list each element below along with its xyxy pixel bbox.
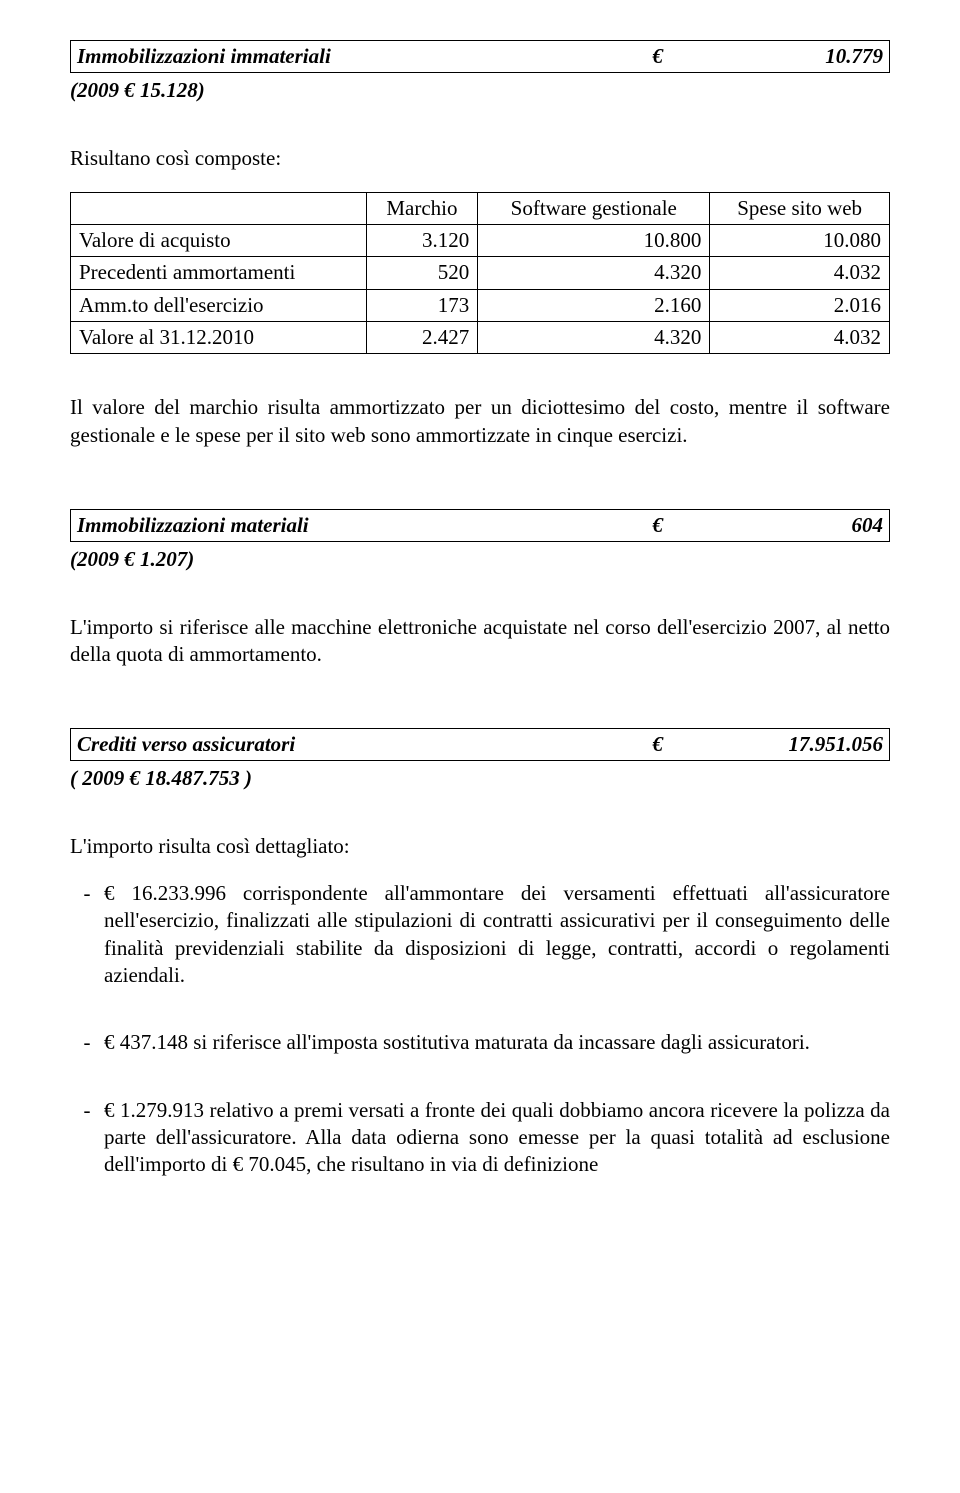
list-item-text: € 437.148 si riferisce all'imposta sosti… <box>104 1029 890 1056</box>
list-item-text: € 1.279.913 relativo a premi versati a f… <box>104 1097 890 1179</box>
row-label: Valore al 31.12.2010 <box>71 322 367 354</box>
section-heading-materiali: Immobilizzazioni materiali € 604 <box>70 509 890 542</box>
section-heading-crediti: Crediti verso assicuratori € 17.951.056 <box>70 728 890 761</box>
cell: 2.016 <box>710 289 890 321</box>
th-blank <box>71 192 367 224</box>
heading-title: Crediti verso assicuratori <box>77 731 483 758</box>
heading-amount: 604 <box>663 512 883 539</box>
th-spese: Spese sito web <box>710 192 890 224</box>
previous-year-immateriali: (2009 € 15.128) <box>70 77 890 104</box>
heading-title: Immobilizzazioni immateriali <box>77 43 483 70</box>
document-page: Immobilizzazioni immateriali € 10.779 (2… <box>0 0 960 1258</box>
row-label: Valore di acquisto <box>71 225 367 257</box>
cell: 173 <box>366 289 478 321</box>
heading-title: Immobilizzazioni materiali <box>77 512 483 539</box>
cell: 10.800 <box>478 225 710 257</box>
cell: 4.320 <box>478 257 710 289</box>
cell: 4.032 <box>710 257 890 289</box>
dash-icon: - <box>70 1029 104 1056</box>
cell: 2.160 <box>478 289 710 321</box>
heading-currency: € <box>483 512 663 539</box>
cell: 2.427 <box>366 322 478 354</box>
previous-year-crediti: ( 2009 € 18.487.753 ) <box>70 765 890 792</box>
dash-icon: - <box>70 880 104 989</box>
detail-list: - € 16.233.996 corrispondente all'ammont… <box>70 880 890 1178</box>
cell: 3.120 <box>366 225 478 257</box>
heading-currency: € <box>483 731 663 758</box>
list-item-text: € 16.233.996 corrispondente all'ammontar… <box>104 880 890 989</box>
list-item: - € 1.279.913 relativo a premi versati a… <box>70 1097 890 1179</box>
row-label: Precedenti ammortamenti <box>71 257 367 289</box>
paragraph-materiali: L'importo si riferisce alle macchine ele… <box>70 614 890 669</box>
previous-year-materiali: (2009 € 1.207) <box>70 546 890 573</box>
th-software: Software gestionale <box>478 192 710 224</box>
table-row: Precedenti ammortamenti 520 4.320 4.032 <box>71 257 890 289</box>
table-row: Valore al 31.12.2010 2.427 4.320 4.032 <box>71 322 890 354</box>
list-item: - € 437.148 si riferisce all'imposta sos… <box>70 1029 890 1056</box>
section-heading-immateriali: Immobilizzazioni immateriali € 10.779 <box>70 40 890 73</box>
heading-amount: 17.951.056 <box>663 731 883 758</box>
intro-immateriali: Risultano così composte: <box>70 145 890 172</box>
cell: 4.320 <box>478 322 710 354</box>
table-row: Amm.to dell'esercizio 173 2.160 2.016 <box>71 289 890 321</box>
heading-currency: € <box>483 43 663 70</box>
cell: 10.080 <box>710 225 890 257</box>
table-row: Valore di acquisto 3.120 10.800 10.080 <box>71 225 890 257</box>
table-header-row: Marchio Software gestionale Spese sito w… <box>71 192 890 224</box>
table-immateriali: Marchio Software gestionale Spese sito w… <box>70 192 890 354</box>
th-marchio: Marchio <box>366 192 478 224</box>
dash-icon: - <box>70 1097 104 1179</box>
paragraph-immateriali: Il valore del marchio risulta ammortizza… <box>70 394 890 449</box>
cell: 520 <box>366 257 478 289</box>
intro-crediti: L'importo risulta così dettagliato: <box>70 833 890 860</box>
row-label: Amm.to dell'esercizio <box>71 289 367 321</box>
heading-amount: 10.779 <box>663 43 883 70</box>
list-item: - € 16.233.996 corrispondente all'ammont… <box>70 880 890 989</box>
cell: 4.032 <box>710 322 890 354</box>
